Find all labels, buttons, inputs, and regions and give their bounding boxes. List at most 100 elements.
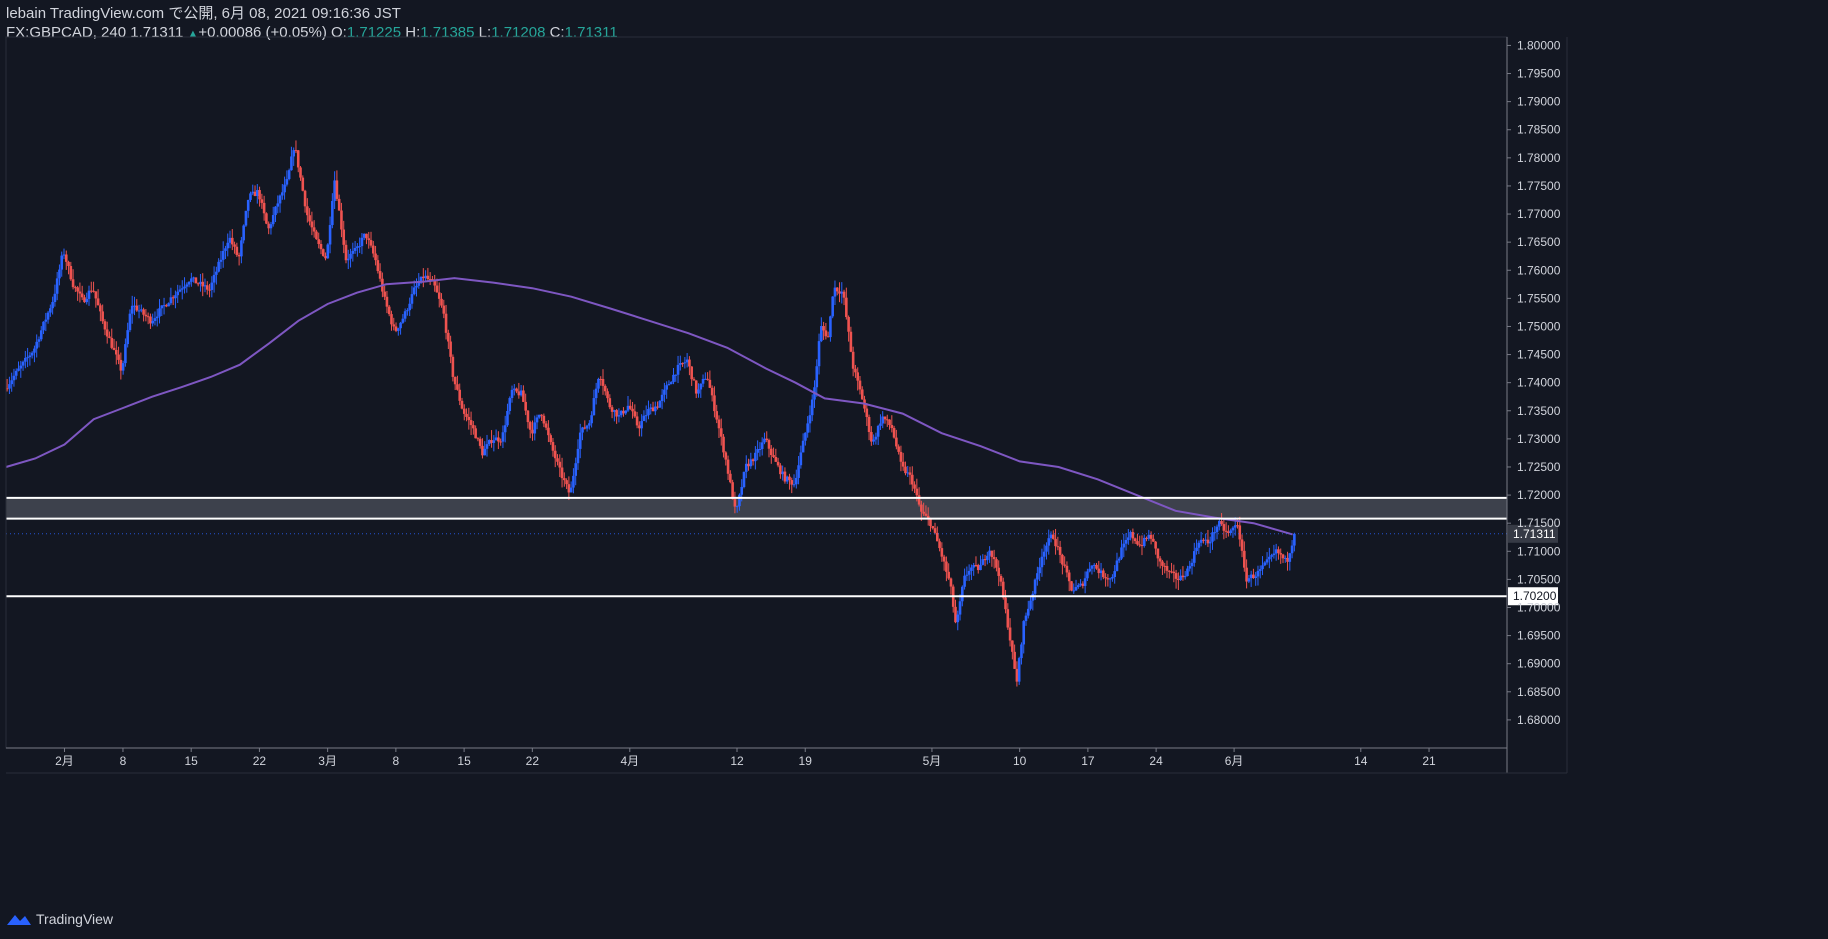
candle-down xyxy=(997,567,1001,576)
candle-up xyxy=(1092,564,1096,566)
candle-down xyxy=(517,391,521,396)
candle-up xyxy=(287,170,291,180)
candle-down xyxy=(719,428,723,437)
candle-up xyxy=(62,254,66,256)
last-price-badge xyxy=(1508,524,1558,543)
candle-down xyxy=(422,276,425,279)
candle-up xyxy=(1072,590,1076,592)
candle-down xyxy=(651,407,655,412)
candle-up xyxy=(578,432,582,449)
price-tick-label: 1.77000 xyxy=(1517,207,1561,221)
candle-up xyxy=(185,284,189,287)
candle-up xyxy=(585,425,589,429)
candle-up xyxy=(1038,567,1041,574)
candle-up xyxy=(906,472,910,474)
candle-down xyxy=(442,305,446,314)
candle-down xyxy=(467,416,471,421)
price-tick-label: 1.71000 xyxy=(1517,544,1561,558)
candle-down xyxy=(540,414,543,416)
candle-up xyxy=(242,225,245,241)
candle-up xyxy=(806,423,809,433)
candle-up xyxy=(1033,579,1037,594)
candle-down xyxy=(337,198,341,211)
candle-up xyxy=(153,318,157,321)
candle-down xyxy=(1102,570,1105,578)
candle-down xyxy=(860,389,864,400)
candle-up xyxy=(1197,542,1201,548)
candle-up xyxy=(356,246,359,248)
candle-down xyxy=(917,495,921,505)
candle-up xyxy=(963,575,966,587)
candle-up xyxy=(221,250,225,260)
candle-down xyxy=(1286,557,1289,562)
candle-up xyxy=(815,366,819,388)
candle-down xyxy=(631,408,634,412)
candle-up xyxy=(360,237,364,247)
candle-up xyxy=(485,444,489,449)
candle-down xyxy=(788,476,791,481)
time-tick-label: 22 xyxy=(526,754,540,768)
candle-down xyxy=(922,511,925,514)
time-tick-label: 3月 xyxy=(318,754,337,768)
candles-layer xyxy=(5,140,1296,687)
candle-up xyxy=(1195,547,1198,552)
candle-down xyxy=(526,410,530,423)
candle-down xyxy=(76,287,79,292)
price-tick-label: 1.75500 xyxy=(1517,291,1561,305)
candle-down xyxy=(101,311,104,322)
candle-down xyxy=(867,416,871,433)
candle-down xyxy=(80,293,84,298)
candle-down xyxy=(1281,554,1285,559)
candle-up xyxy=(647,408,650,416)
candle-down xyxy=(767,440,771,449)
candle-down xyxy=(110,337,114,348)
candle-down xyxy=(635,416,639,426)
candle-down xyxy=(772,455,775,457)
candle-up xyxy=(24,357,27,362)
candle-up xyxy=(351,250,355,254)
candle-up xyxy=(10,380,13,385)
footer-brand[interactable]: TradingView xyxy=(36,911,114,927)
price-tick-label: 1.77500 xyxy=(1517,179,1561,193)
candle-up xyxy=(590,415,593,424)
candle-up xyxy=(872,439,875,442)
candle-down xyxy=(1070,581,1073,591)
candle-up xyxy=(285,179,289,185)
candle-down xyxy=(690,366,693,380)
candle-up xyxy=(412,287,416,295)
candle-up xyxy=(961,586,964,602)
candle-down xyxy=(258,190,261,200)
price-tick-label: 1.72500 xyxy=(1517,460,1561,474)
candle-down xyxy=(1156,548,1160,559)
candle-down xyxy=(469,420,473,426)
time-tick-label: 14 xyxy=(1354,754,1368,768)
candle-up xyxy=(735,506,739,508)
candle-down xyxy=(481,445,484,456)
price-tick-label: 1.74000 xyxy=(1517,376,1561,390)
candle-down xyxy=(774,456,778,462)
candle-down xyxy=(826,336,830,338)
candle-down xyxy=(601,378,605,386)
candle-up xyxy=(1040,556,1044,568)
candle-down xyxy=(456,384,459,390)
candle-down xyxy=(1174,573,1178,579)
candle-up xyxy=(986,555,989,561)
candle-up xyxy=(1208,541,1212,544)
candle-down xyxy=(708,379,712,388)
candle-down xyxy=(392,324,396,327)
candle-down xyxy=(303,190,307,207)
candle-down xyxy=(478,438,482,446)
candle-down xyxy=(1277,549,1280,554)
time-tick-label: 15 xyxy=(457,754,471,768)
candle-down xyxy=(1138,544,1142,546)
candle-down xyxy=(751,459,755,462)
candle-up xyxy=(669,382,673,385)
candle-down xyxy=(449,341,452,357)
candle-up xyxy=(1117,558,1121,561)
candle-down xyxy=(1097,568,1101,574)
candle-down xyxy=(940,548,944,557)
last-price-badge-label: 1.71311 xyxy=(1513,527,1556,541)
candle-down xyxy=(433,280,436,286)
candle-up xyxy=(53,293,57,303)
